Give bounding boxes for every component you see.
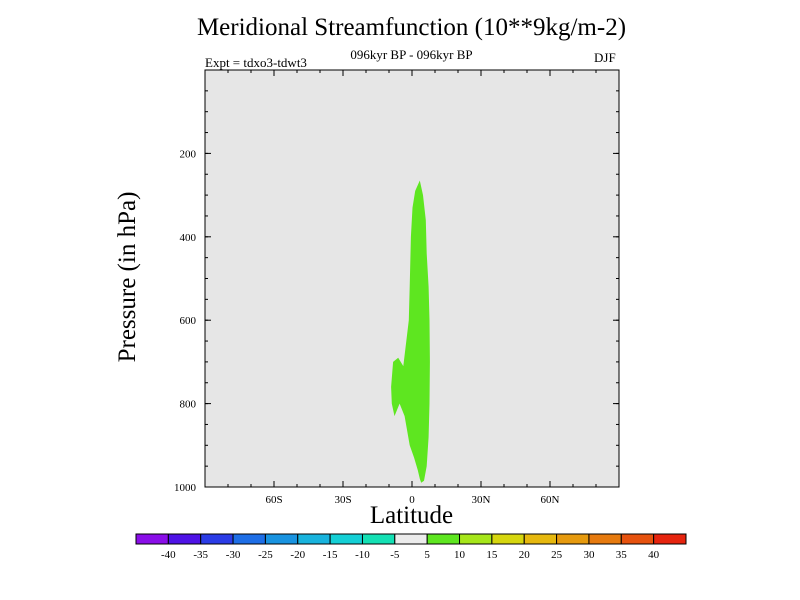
colorbar-swatch — [556, 533, 590, 545]
plot-frame — [204, 69, 620, 488]
y-tick-label: 600 — [180, 315, 197, 327]
x-tick-label: 60N — [541, 494, 560, 506]
colorbar-label: -35 — [193, 549, 208, 561]
colorbar-swatch — [264, 533, 299, 545]
colorbar-label: 5 — [424, 549, 430, 561]
colorbar-label: -20 — [290, 549, 305, 561]
colorbar: -40 -35 -30 -25 -20 -15 -10 -5 5 10 15 20 25 30 35 40 — [135, 533, 687, 561]
colorbar-swatch — [135, 533, 169, 545]
axis-ticks: 60S 30S 0 30N 60N 200 400 600 800 1000 — [174, 70, 619, 506]
colorbar-swatch — [491, 533, 525, 545]
colorbar-swatch — [653, 533, 687, 545]
colorbar-label: -40 — [161, 549, 176, 561]
contour-fill-group — [391, 180, 430, 483]
x-axis-label: Latitude — [369, 502, 454, 529]
colorbar-swatch — [523, 533, 558, 545]
colorbar-swatch — [167, 533, 202, 545]
colorbar-swatch — [232, 533, 266, 545]
y-tick-label: 400 — [180, 232, 197, 244]
y-tick-label: 1000 — [174, 482, 197, 494]
colorbar-swatch — [620, 533, 655, 545]
colorbar-label: 10 — [454, 549, 466, 561]
colorbar-label: 15 — [486, 549, 498, 561]
colorbar-label: -15 — [323, 549, 338, 561]
colorbar-label: 25 — [551, 549, 563, 561]
experiment-label: Expt = tdxo3-tdwt3 — [205, 55, 307, 70]
colorbar-swatch — [426, 533, 461, 545]
colorbar-swatch — [329, 533, 363, 545]
colorbar-swatch — [459, 533, 493, 545]
colorbar-swatch — [361, 533, 396, 545]
colorbar-label: -10 — [355, 549, 370, 561]
colorbar-label: 20 — [519, 549, 531, 561]
x-tick-label: 0 — [409, 494, 415, 506]
y-tick-label: 200 — [180, 148, 197, 160]
colorbar-swatch — [394, 533, 428, 545]
colorbar-swatch — [200, 533, 234, 545]
chart-title: Meridional Streamfunction (10**9kg/m-2) — [196, 14, 627, 41]
colorbar-swatch — [588, 533, 622, 545]
chart-subtitle: 096kyr BP - 096kyr BP — [350, 47, 473, 62]
colorbar-label: -5 — [390, 549, 400, 561]
x-tick-label: 60S — [265, 494, 282, 506]
colorbar-label: -25 — [258, 549, 273, 561]
colorbar-label: 40 — [648, 549, 660, 561]
colorbar-label: 30 — [583, 549, 595, 561]
colorbar-label: -30 — [226, 549, 241, 561]
colorbar-label: 35 — [616, 549, 628, 561]
colorbar-swatch — [297, 533, 331, 545]
x-tick-label: 30N — [472, 494, 491, 506]
season-label: DJF — [594, 50, 616, 65]
contour-region-0 — [391, 180, 430, 483]
x-tick-label: 30S — [334, 494, 351, 506]
y-tick-label: 800 — [180, 399, 197, 411]
